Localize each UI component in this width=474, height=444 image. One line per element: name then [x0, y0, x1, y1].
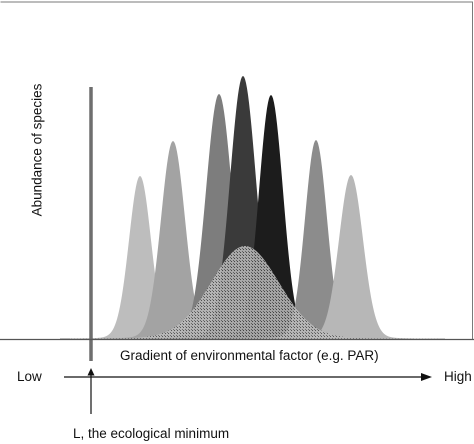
x-axis-label: Gradient of environmental factor (e.g. P… — [120, 348, 379, 363]
gradient-low-label: Low — [17, 369, 42, 384]
species-curves — [60, 76, 445, 339]
species-curve-7 — [60, 175, 445, 339]
species-curve-broad — [70, 246, 440, 339]
species-curve-2 — [60, 141, 445, 339]
gradient-high-label: High — [444, 369, 472, 384]
minimum-marker-arrowhead — [87, 368, 95, 376]
ecological-minimum-label: L, the ecological minimum — [73, 426, 230, 441]
gradient-arrowhead — [421, 373, 432, 381]
y-axis-label: Abundance of species — [29, 83, 45, 217]
species-curve-4 — [60, 76, 445, 339]
plot-frame — [0, 1, 473, 339]
